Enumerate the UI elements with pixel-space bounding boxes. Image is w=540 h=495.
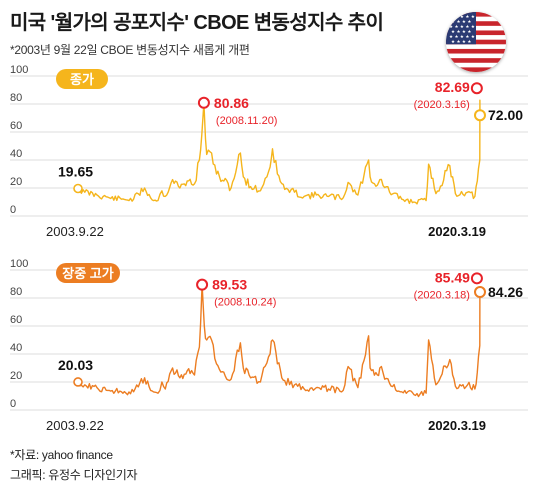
y-grid [10, 75, 528, 217]
y-tick-labels: 100 80 60 40 20 0 [10, 258, 28, 410]
y-tick-label: 40 [10, 342, 22, 354]
peak-2008-date-label: (2008.10.24) [214, 297, 276, 309]
page-title: 미국 '월가의 공포지수' CBOE 변동성지수 추이 [10, 12, 384, 34]
svg-text:★ ★ ★ ★: ★ ★ ★ ★ [451, 29, 471, 35]
start-marker [73, 183, 83, 194]
source-note: *자료: yahoo finance [10, 448, 113, 462]
y-tick-label: 60 [10, 120, 22, 132]
peak-2020-date-label: (2020.3.18) [414, 289, 470, 301]
peak-2020-value-label: 82.69 [435, 79, 470, 95]
badge-label: 장중 고가 [62, 266, 113, 281]
svg-text:★ ★ ★ ★: ★ ★ ★ ★ [451, 39, 471, 45]
badge-label: 종가 [70, 72, 94, 87]
end-value-label: 72.00 [488, 107, 523, 123]
start-marker [73, 377, 83, 387]
x-end-label: 2020.3.19 [428, 418, 486, 433]
y-tick-label: 80 [10, 92, 22, 104]
chart-close: 100 80 60 40 20 0 종가 19.65 80.86 (2008.11.20)… [10, 64, 528, 239]
start-value-label: 20.03 [58, 357, 93, 373]
peak-2020-marker [470, 82, 483, 95]
series-line-high [77, 284, 481, 398]
x-end-label: 2020.3.19 [428, 224, 486, 239]
y-tick-label: 80 [10, 286, 22, 298]
peak-2008-marker [196, 278, 209, 291]
peak-2020-date-label: (2020.3.16) [414, 99, 470, 111]
start-value-label: 19.65 [58, 163, 93, 179]
y-grid [10, 269, 528, 411]
y-tick-label: 20 [10, 176, 22, 188]
y-tick-label: 40 [10, 148, 22, 160]
end-marker [474, 286, 486, 299]
peak-2020-marker [470, 272, 483, 285]
badge: 종가 [56, 69, 108, 89]
y-tick-label: 100 [10, 64, 28, 76]
graphic-credit: 그래픽: 유정수 디자인기자 [10, 468, 138, 482]
peak-2008-value-label: 80.86 [214, 95, 249, 111]
x-start-label: 2003.9.22 [46, 418, 104, 433]
y-tick-label: 100 [10, 258, 28, 270]
svg-text:★ ★ ★ ★ ★: ★ ★ ★ ★ ★ [449, 24, 475, 30]
end-marker [474, 109, 486, 122]
y-tick-labels: 100 80 60 40 20 0 [10, 64, 28, 216]
peak-2008-marker [197, 96, 210, 109]
svg-text:★ ★ ★ ★: ★ ★ ★ ★ [451, 19, 471, 25]
chart-intraday-high: 100 80 60 40 20 0 장중 고가 20.03 89.53 (2008.10.… [10, 258, 528, 433]
peak-2008-date-label: (2008.11.20) [216, 115, 278, 127]
badge: 장중 고가 [56, 263, 120, 283]
y-tick-label: 60 [10, 314, 22, 326]
page-subtitle: *2003년 9월 22일 CBOE 변동성지수 새롭게 개편 [10, 43, 250, 57]
y-tick-label: 0 [10, 204, 16, 216]
x-start-label: 2003.9.22 [46, 224, 104, 239]
svg-text:★ ★ ★ ★ ★: ★ ★ ★ ★ ★ [449, 34, 475, 40]
end-value-label: 84.26 [488, 284, 523, 300]
peak-2008-value-label: 89.53 [212, 277, 247, 293]
peak-2020-value-label: 85.49 [435, 269, 470, 285]
svg-text:★ ★ ★ ★ ★: ★ ★ ★ ★ ★ [449, 14, 475, 20]
y-tick-label: 0 [10, 398, 16, 410]
y-tick-label: 20 [10, 370, 22, 382]
series-line-close [77, 99, 481, 205]
